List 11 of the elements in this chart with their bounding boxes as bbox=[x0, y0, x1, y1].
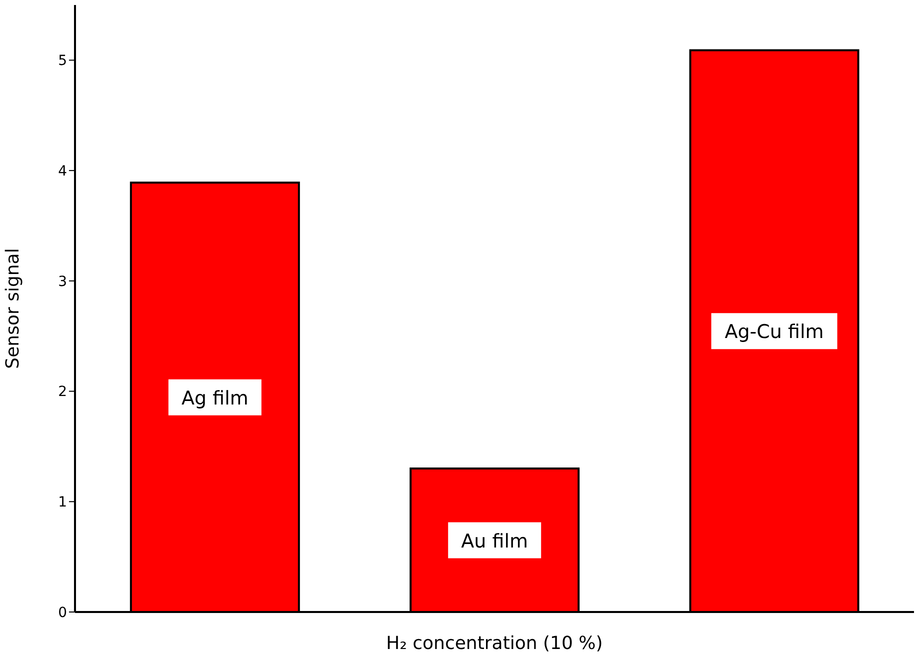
y-axis-title: Sensor signal bbox=[2, 248, 24, 369]
y-tick-label: 5 bbox=[58, 53, 67, 70]
y-tick-label: 2 bbox=[58, 384, 67, 400]
x-tick-label: Ag film bbox=[182, 387, 248, 410]
y-tick-label: 3 bbox=[58, 274, 67, 290]
y-tick-label: 1 bbox=[58, 494, 67, 511]
x-tick-label: Au film bbox=[461, 530, 528, 552]
x-axis-title: H₂ concentration (10 %) bbox=[386, 633, 603, 654]
y-tick-label: 0 bbox=[58, 604, 67, 621]
y-tick-label: 4 bbox=[58, 164, 68, 180]
x-tick-label: Ag-Cu film bbox=[724, 321, 824, 344]
